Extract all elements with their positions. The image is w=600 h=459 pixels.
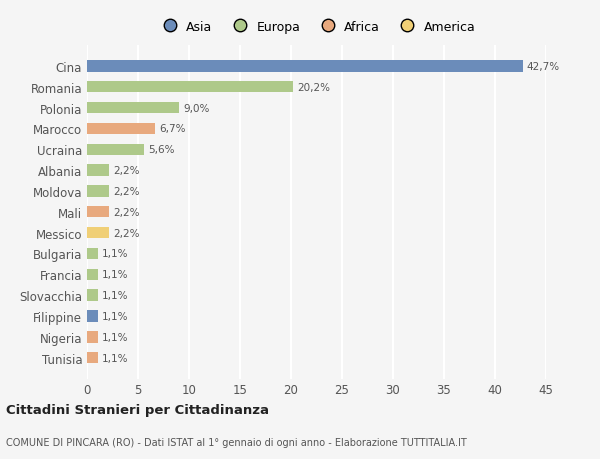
Text: 9,0%: 9,0% bbox=[183, 103, 209, 113]
Bar bbox=[87, 165, 109, 176]
Text: 1,1%: 1,1% bbox=[102, 311, 129, 321]
Bar bbox=[87, 290, 98, 301]
Text: Cittadini Stranieri per Cittadinanza: Cittadini Stranieri per Cittadinanza bbox=[6, 403, 269, 416]
Text: 2,2%: 2,2% bbox=[113, 207, 140, 217]
Bar bbox=[87, 103, 179, 114]
Bar bbox=[87, 123, 155, 135]
Text: 42,7%: 42,7% bbox=[527, 62, 560, 72]
Bar bbox=[87, 311, 98, 322]
Bar bbox=[87, 82, 293, 93]
Bar bbox=[87, 144, 144, 156]
Text: 1,1%: 1,1% bbox=[102, 249, 129, 259]
Bar bbox=[87, 248, 98, 260]
Bar bbox=[87, 186, 109, 197]
Bar bbox=[87, 61, 523, 73]
Text: COMUNE DI PINCARA (RO) - Dati ISTAT al 1° gennaio di ogni anno - Elaborazione TU: COMUNE DI PINCARA (RO) - Dati ISTAT al 1… bbox=[6, 437, 467, 447]
Text: 20,2%: 20,2% bbox=[297, 83, 330, 93]
Text: 2,2%: 2,2% bbox=[113, 228, 140, 238]
Text: 1,1%: 1,1% bbox=[102, 353, 129, 363]
Bar bbox=[87, 207, 109, 218]
Text: 1,1%: 1,1% bbox=[102, 332, 129, 342]
Text: 5,6%: 5,6% bbox=[148, 145, 175, 155]
Legend: Asia, Europa, Africa, America: Asia, Europa, Africa, America bbox=[152, 16, 481, 39]
Text: 1,1%: 1,1% bbox=[102, 270, 129, 280]
Bar bbox=[87, 227, 109, 239]
Text: 6,7%: 6,7% bbox=[160, 124, 186, 134]
Bar bbox=[87, 269, 98, 280]
Text: 2,2%: 2,2% bbox=[113, 166, 140, 176]
Text: 2,2%: 2,2% bbox=[113, 186, 140, 196]
Bar bbox=[87, 331, 98, 343]
Text: 1,1%: 1,1% bbox=[102, 291, 129, 301]
Bar bbox=[87, 352, 98, 364]
